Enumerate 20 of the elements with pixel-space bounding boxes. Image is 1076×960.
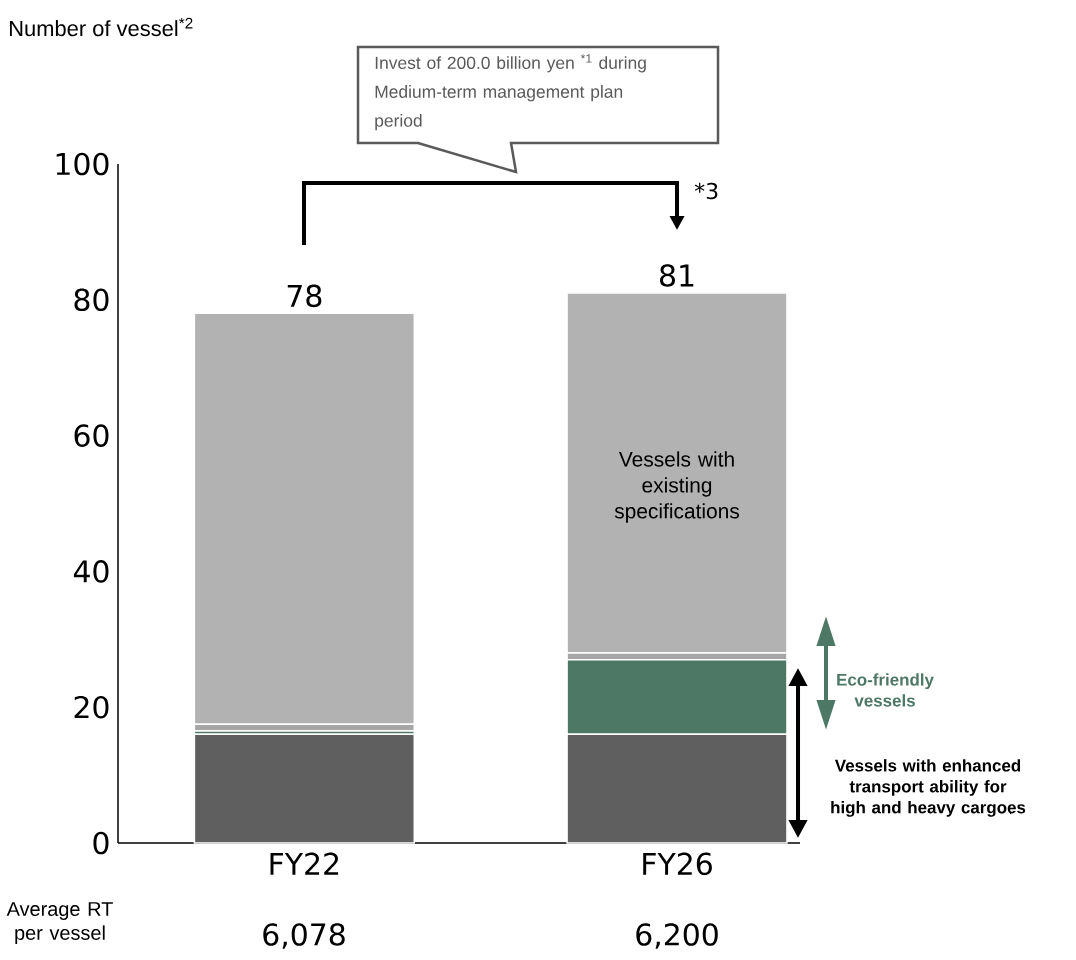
x-tick-label: FY22 [270, 852, 339, 875]
y-tick-label: 0 [93, 831, 109, 855]
total-label: 78 [287, 284, 322, 308]
text: Number of vessel$^{*2}$ [10, 17, 193, 37]
y-tick-label: 40 [73, 560, 109, 583]
text: Eco-friendly vessels [837, 673, 934, 707]
bar [193, 733, 416, 844]
text: Invest of 200.0 billion yen $^{*1}$ during Medium-term management plan period [375, 54, 646, 131]
text: Average RT per vessel [6, 902, 113, 944]
y-tick-label: 20 [74, 695, 109, 719]
y-tick-label: 100 [56, 152, 109, 176]
total-label: 81 [660, 264, 694, 287]
x-tick-label: FY26 [643, 852, 712, 876]
series-label: Vessels with existing specifications [614, 451, 740, 523]
y-tick-label: 60 [74, 424, 109, 447]
text: 6,078 [263, 923, 345, 949]
y-tick-label: 80 [74, 288, 109, 312]
text: 6,200 [636, 923, 718, 949]
text: Vessels with enhanced transport ability for high and heavy cargoes [831, 759, 1026, 817]
annotation: *3 [694, 182, 718, 200]
